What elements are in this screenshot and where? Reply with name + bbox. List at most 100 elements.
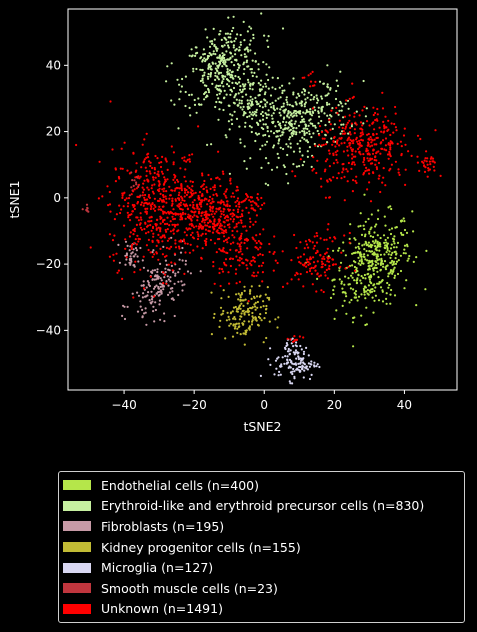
data-point — [272, 112, 275, 115]
data-point — [144, 232, 148, 235]
data-point — [295, 96, 298, 99]
data-point — [151, 190, 154, 193]
data-point — [240, 234, 243, 238]
data-point — [298, 102, 301, 105]
data-point — [151, 300, 154, 303]
data-point — [288, 138, 291, 141]
data-point — [211, 225, 214, 228]
data-point — [237, 92, 240, 95]
data-point — [260, 264, 263, 267]
data-point — [222, 200, 225, 204]
data-point — [233, 110, 236, 113]
data-point — [162, 194, 165, 197]
data-point — [225, 319, 228, 322]
data-point — [389, 133, 392, 137]
data-point — [245, 197, 248, 200]
data-point — [138, 238, 141, 241]
data-point — [127, 216, 130, 219]
data-point — [141, 186, 144, 189]
data-point — [170, 261, 173, 264]
data-point — [143, 158, 146, 161]
data-point — [196, 231, 199, 234]
data-point — [370, 275, 373, 278]
data-point — [345, 312, 348, 315]
data-point — [279, 134, 282, 137]
data-point — [205, 215, 208, 218]
data-point — [238, 259, 241, 262]
data-point — [321, 137, 324, 140]
data-point — [267, 162, 270, 165]
data-point — [227, 236, 230, 239]
data-point — [326, 94, 329, 97]
data-point — [223, 225, 226, 228]
data-point — [320, 107, 323, 110]
data-point — [181, 199, 184, 202]
data-point — [280, 363, 283, 366]
data-point — [264, 308, 268, 311]
data-point — [313, 142, 316, 146]
data-point — [188, 160, 191, 163]
data-point — [177, 245, 181, 248]
data-point — [374, 163, 377, 166]
data-point — [337, 113, 340, 116]
data-point — [154, 176, 157, 179]
data-point — [142, 255, 145, 258]
data-point — [358, 146, 361, 149]
data-point — [220, 268, 224, 271]
data-point — [108, 190, 111, 194]
data-point — [280, 105, 283, 109]
data-point — [336, 84, 340, 87]
data-point — [180, 85, 183, 88]
data-point — [209, 220, 212, 223]
data-point — [188, 93, 191, 97]
data-point — [246, 247, 249, 250]
data-point — [366, 243, 369, 246]
data-point — [181, 77, 184, 81]
data-point — [182, 203, 185, 206]
data-point — [180, 184, 183, 187]
data-point — [404, 252, 407, 255]
data-point — [329, 123, 332, 126]
data-point — [297, 256, 300, 259]
data-point — [369, 200, 373, 203]
data-point — [395, 246, 398, 249]
data-point — [134, 247, 138, 250]
data-point — [425, 160, 428, 163]
data-point — [168, 224, 171, 227]
data-point — [177, 293, 180, 297]
data-point — [295, 357, 298, 360]
data-point — [171, 202, 174, 205]
data-point — [234, 249, 237, 252]
data-point — [342, 130, 345, 133]
data-point — [182, 238, 185, 241]
data-point — [142, 266, 145, 269]
data-point — [223, 235, 226, 238]
data-point — [239, 33, 242, 37]
data-point — [242, 114, 245, 117]
data-point — [390, 243, 393, 246]
data-point — [358, 247, 361, 250]
data-point — [291, 170, 294, 173]
data-point — [161, 285, 164, 288]
data-point — [205, 186, 208, 189]
data-point — [195, 215, 198, 218]
data-point — [156, 157, 159, 160]
data-point — [364, 258, 367, 261]
data-point — [229, 264, 232, 268]
data-point — [236, 68, 239, 72]
data-point — [291, 134, 294, 137]
data-point — [223, 230, 226, 233]
data-point — [169, 220, 172, 223]
data-point — [297, 124, 301, 127]
data-point — [248, 328, 251, 331]
data-point — [231, 122, 234, 126]
data-point — [213, 219, 216, 222]
data-point — [213, 38, 216, 41]
data-point — [114, 167, 117, 170]
data-point — [217, 78, 220, 81]
data-point — [291, 372, 294, 376]
data-point — [150, 205, 153, 208]
data-point — [286, 282, 289, 285]
data-point — [125, 197, 128, 200]
data-point — [323, 170, 326, 173]
